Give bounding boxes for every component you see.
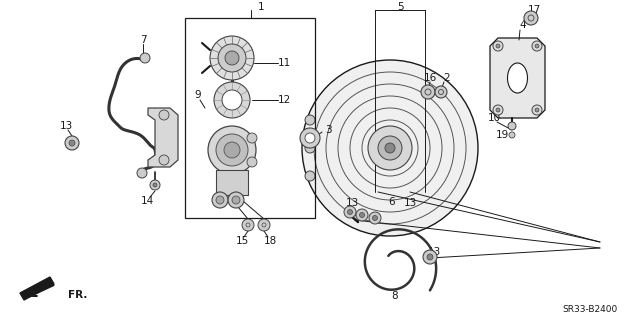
Circle shape (369, 212, 381, 224)
Circle shape (69, 140, 75, 146)
Text: 13: 13 (428, 247, 440, 257)
Circle shape (532, 105, 542, 115)
Circle shape (214, 82, 250, 118)
Text: 4: 4 (520, 20, 526, 30)
Polygon shape (148, 108, 178, 167)
Circle shape (228, 192, 244, 208)
Bar (216, 170, 248, 195)
Circle shape (302, 60, 478, 236)
Circle shape (216, 196, 224, 204)
Text: 2: 2 (444, 73, 451, 83)
Circle shape (222, 90, 242, 110)
Circle shape (496, 108, 500, 112)
Circle shape (368, 126, 412, 170)
Text: 1: 1 (258, 2, 264, 12)
Circle shape (356, 209, 368, 221)
Text: 18: 18 (264, 236, 276, 246)
Circle shape (496, 44, 500, 48)
Circle shape (385, 143, 395, 153)
Text: FR.: FR. (68, 290, 88, 300)
Circle shape (493, 41, 503, 51)
Circle shape (247, 133, 257, 143)
Circle shape (210, 36, 254, 80)
Text: 5: 5 (397, 2, 403, 12)
Circle shape (524, 11, 538, 25)
Circle shape (159, 110, 169, 120)
Circle shape (372, 216, 378, 220)
Circle shape (159, 155, 169, 165)
Circle shape (305, 171, 315, 181)
Text: 6: 6 (388, 197, 396, 207)
Text: 19: 19 (495, 130, 509, 140)
Circle shape (258, 219, 270, 231)
Bar (185, 18, 315, 218)
Circle shape (532, 41, 542, 51)
Circle shape (153, 183, 157, 187)
Circle shape (535, 108, 539, 112)
Circle shape (216, 134, 248, 166)
Circle shape (218, 44, 246, 72)
Circle shape (535, 44, 539, 48)
Text: 11: 11 (277, 58, 291, 68)
Circle shape (227, 83, 237, 93)
Circle shape (360, 212, 365, 218)
Circle shape (378, 136, 402, 160)
Ellipse shape (508, 63, 527, 93)
Text: 9: 9 (195, 90, 202, 100)
Text: 16: 16 (424, 73, 436, 83)
Circle shape (421, 85, 435, 99)
Circle shape (208, 126, 256, 174)
Circle shape (493, 105, 503, 115)
Text: 7: 7 (140, 35, 147, 45)
Circle shape (212, 192, 228, 208)
Polygon shape (20, 277, 54, 300)
Text: 17: 17 (527, 5, 541, 15)
Circle shape (224, 142, 240, 158)
Text: 13: 13 (403, 198, 417, 208)
Text: 8: 8 (392, 291, 398, 301)
Circle shape (247, 157, 257, 167)
Circle shape (232, 196, 240, 204)
Circle shape (140, 53, 150, 63)
Text: 14: 14 (140, 196, 154, 206)
Circle shape (150, 180, 160, 190)
Circle shape (305, 115, 315, 125)
Circle shape (305, 133, 315, 143)
Circle shape (305, 143, 315, 153)
Text: 3: 3 (324, 125, 332, 135)
Circle shape (509, 132, 515, 138)
Text: SR33-B2400: SR33-B2400 (563, 306, 618, 315)
Circle shape (344, 206, 356, 218)
Circle shape (65, 136, 79, 150)
Circle shape (137, 168, 147, 178)
Circle shape (423, 250, 437, 264)
Text: 10: 10 (488, 113, 500, 123)
Circle shape (242, 219, 254, 231)
Circle shape (427, 254, 433, 260)
Text: 13: 13 (60, 121, 72, 131)
Circle shape (348, 210, 353, 214)
Circle shape (508, 122, 516, 130)
Circle shape (225, 51, 239, 65)
Text: 15: 15 (236, 236, 248, 246)
Circle shape (300, 128, 320, 148)
Circle shape (435, 86, 447, 98)
Polygon shape (490, 38, 545, 118)
Text: 12: 12 (277, 95, 291, 105)
Text: 13: 13 (346, 198, 358, 208)
